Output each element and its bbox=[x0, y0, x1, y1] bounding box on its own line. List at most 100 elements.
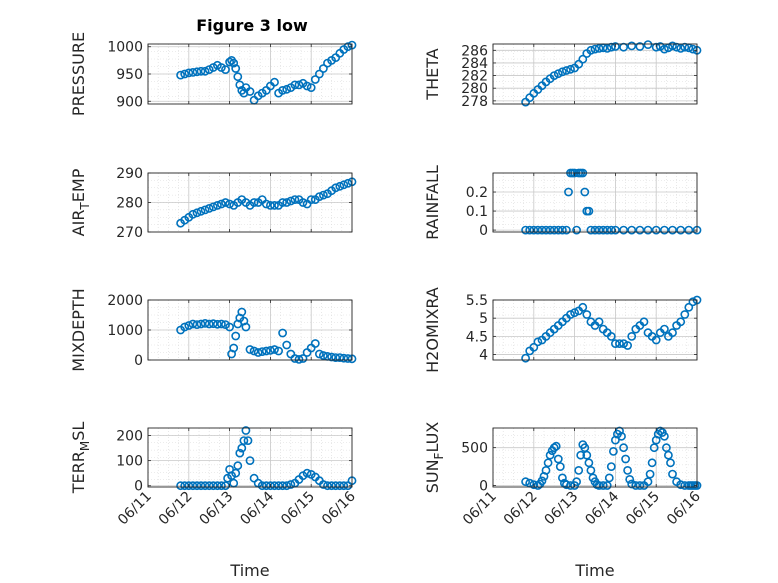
data-point bbox=[688, 44, 698, 54]
data-point bbox=[594, 44, 604, 53]
x-tick-label: 06/15 bbox=[623, 489, 663, 529]
data-point bbox=[529, 342, 539, 352]
data-point bbox=[212, 481, 222, 491]
data-point bbox=[566, 481, 575, 490]
data-point bbox=[184, 68, 194, 78]
data-point bbox=[225, 322, 234, 332]
subplot-3: 0 0.1 0.2 RAINFALL bbox=[423, 165, 702, 240]
data-point bbox=[660, 324, 669, 334]
y-tick-label: 100 bbox=[116, 454, 143, 470]
y-tick-label: 1000 bbox=[107, 323, 143, 339]
data-point bbox=[323, 481, 332, 491]
data-point bbox=[578, 54, 588, 64]
y-tick-label: 1000 bbox=[107, 40, 143, 56]
y-tick-label: 270 bbox=[116, 225, 143, 241]
y-tick-label: 278 bbox=[461, 94, 488, 110]
data-point bbox=[664, 450, 673, 460]
data-point bbox=[339, 481, 349, 491]
axes-box bbox=[492, 427, 698, 488]
data-point bbox=[576, 450, 586, 460]
data-point bbox=[604, 473, 614, 483]
data-point bbox=[270, 345, 279, 354]
data-point bbox=[278, 86, 287, 95]
data-point bbox=[574, 465, 584, 475]
data-point bbox=[529, 225, 539, 235]
data-point bbox=[229, 343, 239, 353]
data-point bbox=[188, 209, 198, 219]
data-point bbox=[553, 225, 563, 235]
y-tick-label: 0 bbox=[479, 478, 488, 494]
data-point bbox=[196, 66, 206, 76]
data-point bbox=[586, 45, 596, 55]
data-point bbox=[200, 66, 210, 76]
y-axis-label: THETA bbox=[423, 48, 442, 100]
data-point bbox=[294, 80, 304, 90]
data-point bbox=[282, 84, 292, 94]
data-point bbox=[204, 203, 214, 213]
data-point bbox=[200, 318, 210, 328]
figure-title: Figure 3 low bbox=[196, 16, 308, 35]
data-point bbox=[558, 225, 567, 235]
data-point bbox=[331, 481, 341, 491]
data-point bbox=[660, 225, 669, 235]
y-tick-label: 4 bbox=[479, 348, 488, 364]
data-point bbox=[192, 208, 202, 218]
y-tick-label: 280 bbox=[461, 81, 488, 97]
data-point bbox=[253, 348, 263, 357]
data-point bbox=[676, 44, 686, 53]
y-tick-label: 4.5 bbox=[466, 329, 488, 345]
y-axis-label: MIXDEPTH bbox=[69, 288, 88, 371]
subplot-4: 0 1000 2000 MIXDEPTH bbox=[69, 288, 357, 372]
data-point bbox=[208, 202, 218, 212]
data-point bbox=[586, 465, 596, 475]
data-point bbox=[643, 225, 653, 235]
data-point bbox=[310, 339, 320, 348]
x-tick-label: 06/14 bbox=[582, 488, 622, 528]
data-point bbox=[282, 340, 292, 350]
data-point bbox=[553, 69, 563, 79]
data-point bbox=[562, 225, 571, 235]
data-point bbox=[270, 77, 279, 87]
data-point bbox=[314, 349, 324, 359]
y-tick-label: 900 bbox=[116, 94, 143, 110]
data-point bbox=[606, 331, 616, 341]
data-point bbox=[549, 443, 559, 453]
data-point bbox=[241, 426, 251, 435]
data-point bbox=[582, 310, 592, 319]
data-point bbox=[621, 454, 630, 464]
data-point bbox=[184, 321, 194, 330]
data-point bbox=[617, 431, 626, 441]
subplot-5: 4 4.5 5 5.5 H2OMIXRA bbox=[423, 287, 702, 373]
data-point bbox=[551, 441, 561, 451]
data-point bbox=[212, 200, 222, 210]
data-point bbox=[647, 458, 657, 468]
data-point bbox=[278, 328, 287, 338]
data-point bbox=[302, 81, 312, 91]
data-point bbox=[582, 450, 592, 460]
y-tick-label: 200 bbox=[116, 429, 143, 445]
x-axis-label: Time bbox=[574, 561, 614, 580]
data-point bbox=[541, 225, 551, 235]
data-point bbox=[327, 481, 336, 491]
axes-box bbox=[492, 299, 698, 361]
y-axis-label: TERRMSL bbox=[69, 422, 92, 495]
data-point bbox=[274, 346, 283, 356]
data-point bbox=[278, 198, 287, 207]
data-point bbox=[627, 41, 637, 51]
data-point bbox=[651, 225, 661, 235]
axes-box bbox=[492, 43, 698, 105]
data-point bbox=[261, 199, 271, 209]
data-point bbox=[635, 481, 645, 490]
data-point bbox=[245, 87, 255, 96]
data-point bbox=[598, 225, 608, 235]
x-tick-label: 06/16 bbox=[319, 488, 359, 528]
data-point bbox=[570, 308, 579, 318]
data-point bbox=[609, 446, 618, 456]
data-point bbox=[221, 481, 230, 491]
data-point bbox=[643, 40, 653, 49]
data-point bbox=[615, 426, 624, 436]
data-point bbox=[318, 64, 328, 73]
data-point bbox=[619, 443, 628, 453]
data-point bbox=[231, 468, 241, 478]
data-point bbox=[651, 335, 661, 345]
